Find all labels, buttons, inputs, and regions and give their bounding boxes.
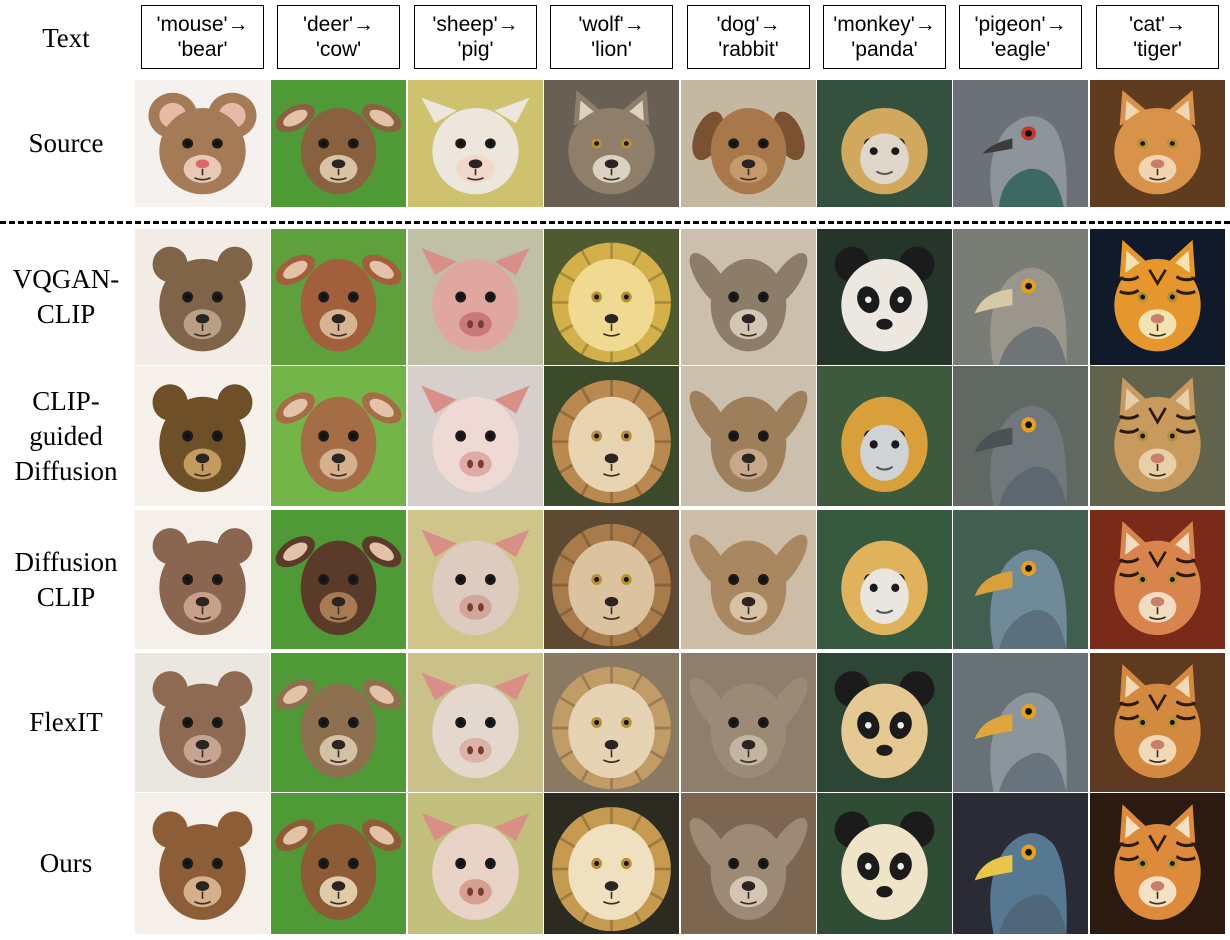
- rabbit-face-icon: [681, 510, 816, 649]
- prompt-source-text: 'sheep'→: [432, 13, 519, 36]
- prompt-target-text: 'lion': [591, 38, 632, 61]
- prompt-source-text: 'cat'→: [1128, 13, 1187, 36]
- eagle-face-icon: [953, 229, 1088, 365]
- pig-face-icon: [408, 653, 543, 792]
- monkey-face-icon: [817, 366, 952, 506]
- prompt-box: 'pigeon'→'eagle': [959, 5, 1082, 69]
- prompt-box: 'mouse'→'bear': [141, 5, 264, 69]
- eagle-face-icon: [953, 510, 1088, 649]
- bear-face-icon: [135, 366, 270, 506]
- prompt-source-text: 'wolf'→: [578, 13, 645, 36]
- row-label: VQGAN- CLIP: [12, 264, 120, 329]
- cat-face-icon: [1090, 80, 1225, 207]
- prompt-box: 'cat'→'tiger': [1096, 5, 1219, 69]
- prompt-target-text: 'tiger': [1133, 38, 1182, 61]
- header-label-text: Text: [42, 22, 90, 53]
- row-label: Diffusion CLIP: [14, 546, 118, 612]
- bear-face-icon: [135, 510, 270, 649]
- eagle-face-icon: [953, 793, 1088, 934]
- row-label: FlexIT: [29, 707, 103, 737]
- pig-face-icon: [408, 366, 543, 506]
- eagle-face-icon: [953, 653, 1088, 792]
- deer-face-icon: [271, 80, 406, 207]
- tiger-face-icon: [1090, 653, 1225, 792]
- prompt-source-text: 'deer'→: [302, 13, 375, 36]
- cow-face-icon: [271, 366, 406, 506]
- bear-face-icon: [135, 793, 270, 934]
- prompt-box: 'wolf'→'lion': [550, 5, 673, 69]
- prompt-box: 'sheep'→'pig': [414, 5, 537, 69]
- rabbit-face-icon: [681, 229, 816, 365]
- lion-face-icon: [544, 366, 679, 506]
- prompt-source-text: 'dog'→: [716, 13, 781, 36]
- dashed-divider: [0, 221, 1230, 224]
- tiger-face-icon: [1090, 229, 1225, 365]
- rabbit-face-icon: [681, 366, 816, 506]
- row-label: Ours: [39, 848, 93, 878]
- eagle-face-icon: [953, 366, 1088, 506]
- prompt-target-text: 'bear': [177, 38, 228, 61]
- prompt-source-text: 'mouse'→: [156, 13, 249, 36]
- wolf-face-icon: [544, 80, 679, 207]
- pig-face-icon: [408, 793, 543, 934]
- dog-face-icon: [681, 80, 816, 207]
- bear-face-icon: [135, 653, 270, 792]
- tiger-face-icon: [1090, 793, 1225, 934]
- prompt-target-text: 'panda': [851, 38, 918, 61]
- deer-face-icon: [271, 653, 406, 792]
- pig-face-icon: [408, 510, 543, 649]
- prompt-box: 'deer'→'cow': [277, 5, 400, 69]
- panda-face-icon: [817, 793, 952, 934]
- monkey-face-icon: [817, 80, 952, 207]
- panda-face-icon: [817, 229, 952, 365]
- prompt-target-text: 'pig': [457, 38, 494, 61]
- panda-face-icon: [817, 653, 952, 792]
- tiger-face-icon: [1090, 510, 1225, 649]
- lion-face-icon: [544, 793, 679, 934]
- rabbit-face-icon: [681, 653, 816, 792]
- prompt-source-text: 'monkey'→: [833, 13, 936, 36]
- row-label: CLIP- guided Diffusion: [14, 385, 118, 486]
- prompt-box: 'dog'→'rabbit': [687, 5, 810, 69]
- deer-face-icon: [271, 793, 406, 934]
- bear-face-icon: [135, 229, 270, 365]
- rabbit-face-icon: [681, 793, 816, 934]
- cow-face-icon: [271, 510, 406, 649]
- prompt-target-text: 'cow': [315, 38, 362, 61]
- lion-face-icon: [544, 229, 679, 365]
- mouse-face-icon: [135, 80, 270, 207]
- tiger-face-icon: [1090, 366, 1225, 506]
- prompt-target-text: 'rabbit': [718, 38, 779, 61]
- lion-face-icon: [544, 510, 679, 649]
- cow-face-icon: [271, 229, 406, 365]
- sheep-face-icon: [408, 80, 543, 207]
- prompt-box: 'monkey'→'panda': [823, 5, 946, 69]
- pig-face-icon: [408, 229, 543, 365]
- row-label: Source: [28, 128, 104, 158]
- pigeon-face-icon: [953, 80, 1088, 207]
- lion-face-icon: [544, 653, 679, 792]
- prompt-source-text: 'pigeon'→: [974, 13, 1067, 36]
- monkey-face-icon: [817, 510, 952, 649]
- prompt-target-text: 'eagle': [990, 38, 1051, 61]
